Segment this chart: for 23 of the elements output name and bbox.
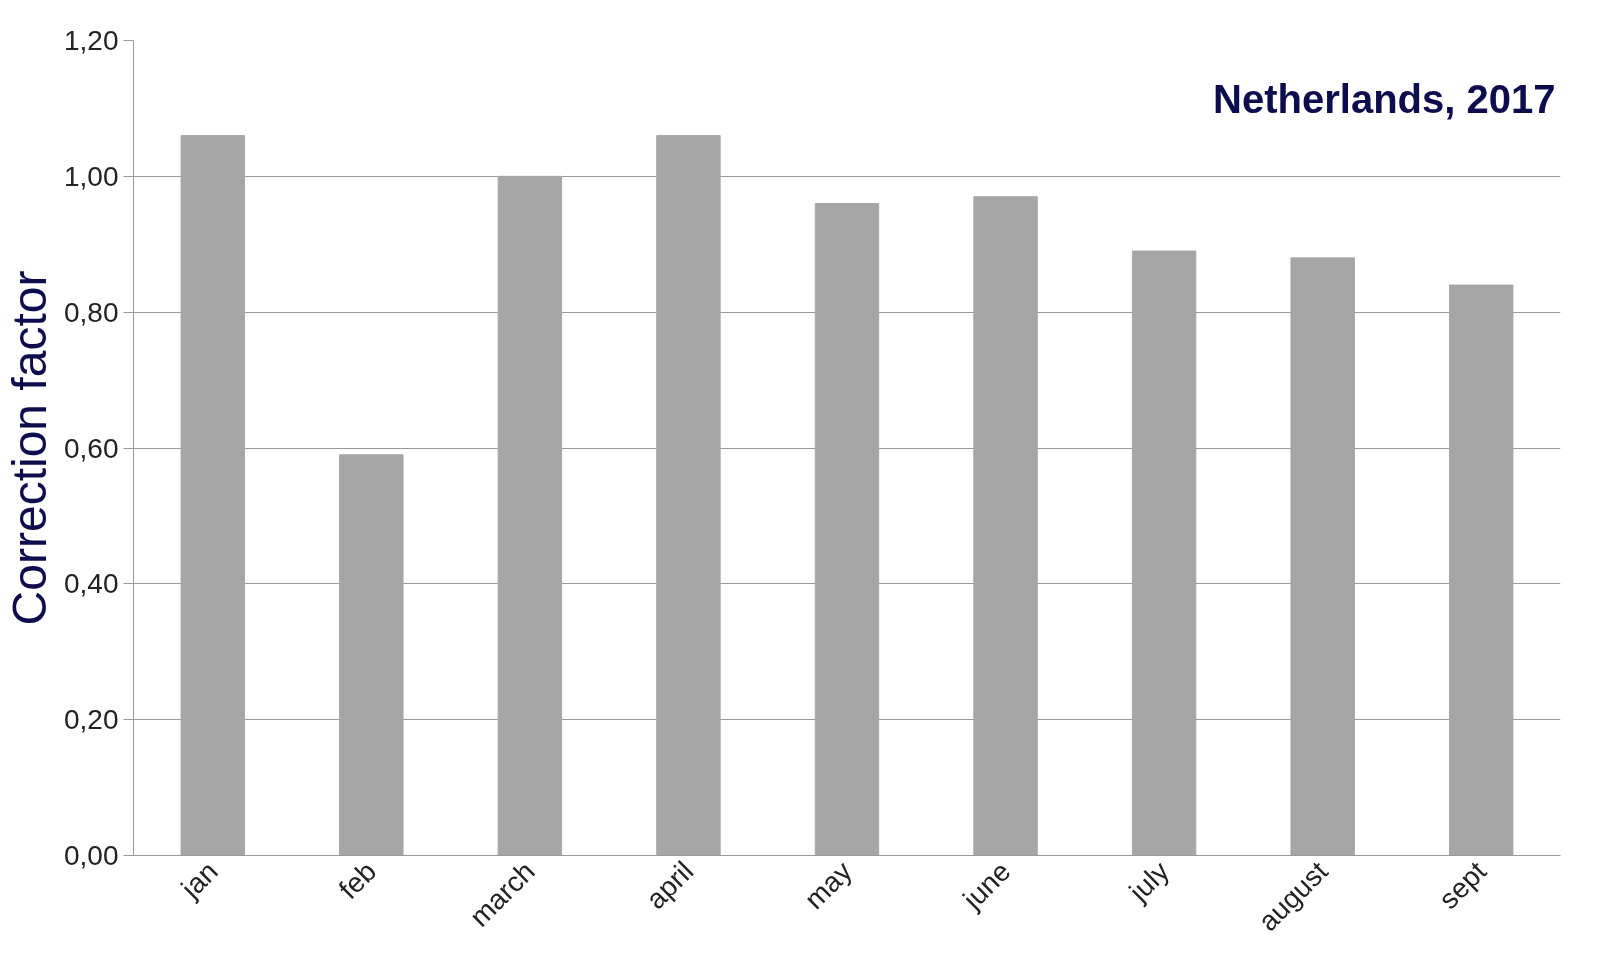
bar: [1290, 257, 1355, 856]
y-tick-label: 0,80: [64, 296, 119, 328]
y-tick-label: 0,60: [64, 432, 119, 464]
bar: [973, 196, 1038, 856]
bar: [656, 135, 721, 856]
y-tick-label: 0,40: [64, 568, 119, 600]
x-tick-label: may: [798, 855, 858, 915]
x-tick-label: feb: [332, 855, 383, 905]
annotation: Netherlands, 2017: [1213, 76, 1556, 121]
x-tick-label: july: [1122, 855, 1176, 908]
bar: [1449, 284, 1514, 856]
x-tick-label: sept: [1432, 855, 1493, 915]
x-tick-label: jan: [174, 855, 224, 905]
bar: [339, 454, 404, 856]
bar: [180, 135, 245, 856]
y-tick-label: 0,20: [64, 704, 119, 736]
bar: [1131, 250, 1197, 856]
y-axis-title: Correction factor: [3, 270, 56, 626]
y-tick-label: 1,20: [64, 25, 119, 56]
bar: [814, 203, 880, 856]
bar: [497, 175, 563, 856]
y-tick-label: 1,00: [64, 160, 119, 192]
y-tick-label: 0,00: [64, 840, 119, 871]
